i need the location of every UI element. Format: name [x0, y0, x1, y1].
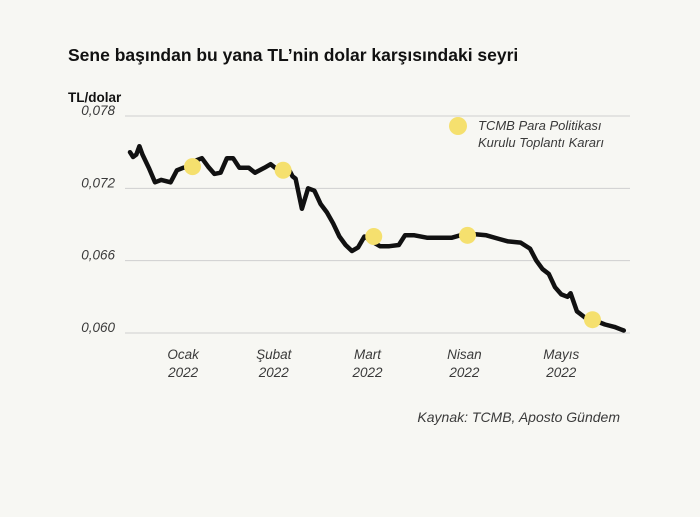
x-tick-month: Mart — [354, 347, 382, 362]
x-tick-year: 2022 — [167, 365, 199, 380]
x-tick-year: 2022 — [258, 365, 290, 380]
y-tick-label: 0,066 — [81, 248, 115, 263]
x-tick-year: 2022 — [545, 365, 577, 380]
y-tick-label: 0,078 — [81, 103, 115, 118]
policy-decision-marker — [274, 161, 292, 179]
policy-decision-marker — [584, 311, 601, 329]
legend-marker — [449, 117, 467, 135]
x-tick-month: Şubat — [256, 347, 293, 362]
x-tick-year: 2022 — [448, 365, 480, 380]
x-tick-month: Ocak — [167, 347, 200, 362]
legend: TCMB Para Politikası Kurulu Toplantı Kar… — [449, 117, 604, 150]
source-note: Kaynak: TCMB, Aposto Gündem — [417, 409, 620, 425]
chart-title: Sene başından bu yana TL’nin dolar karşı… — [68, 45, 518, 65]
y-axis-label: TL/dolar — [68, 90, 122, 105]
x-tick-year: 2022 — [351, 365, 383, 380]
y-tick-label: 0,060 — [81, 320, 115, 335]
y-tick-label: 0,072 — [81, 175, 115, 190]
legend-label-line2: Kurulu Toplantı Kararı — [478, 135, 604, 150]
y-tick-labels: 0,078 0,072 0,066 0,060 — [81, 103, 115, 335]
gridlines — [125, 115, 630, 334]
policy-decision-marker — [365, 228, 383, 246]
x-tick-month: Mayıs — [543, 347, 579, 362]
policy-decision-marker — [459, 226, 476, 244]
policy-decision-marker — [184, 158, 201, 176]
policy-decision-markers — [184, 158, 601, 329]
x-tick-month: Nisan — [447, 347, 482, 362]
legend-label-line1: TCMB Para Politikası — [478, 118, 602, 133]
x-tick-labels: Ocak 2022 Şubat 2022 Mart 2022 Nisan 2022 Mayıs 2… — [167, 347, 579, 380]
